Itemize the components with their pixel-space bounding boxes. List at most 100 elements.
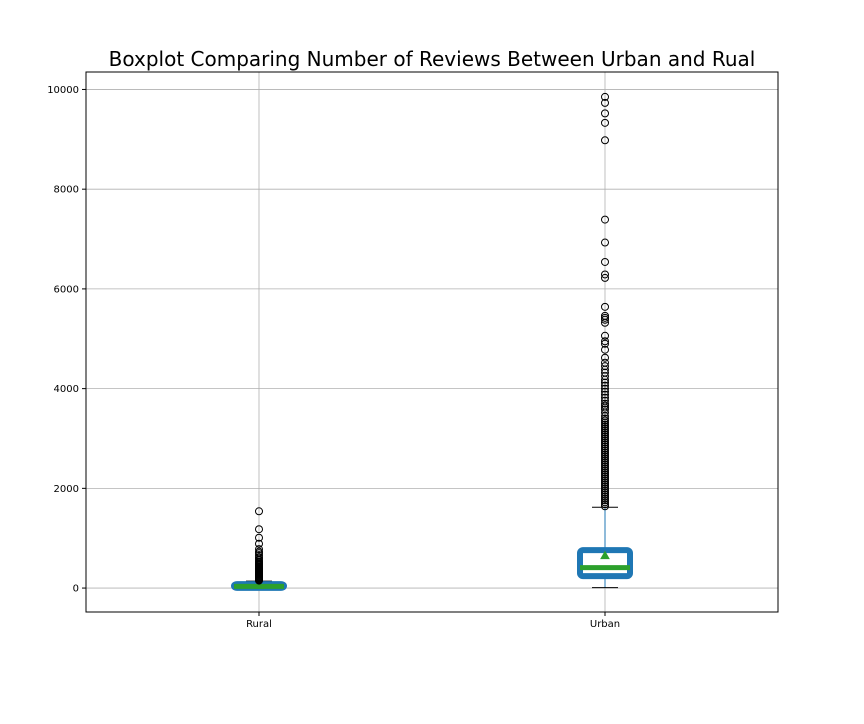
outlier-point: [601, 480, 609, 489]
outlier-point: [601, 313, 609, 322]
outlier-point: [601, 468, 609, 477]
outlier-point: [601, 458, 609, 467]
outlier-point: [601, 430, 609, 439]
outlier-point: [601, 490, 609, 499]
outlier-point: [601, 428, 609, 437]
chart-title: Boxplot Comparing Number of Reviews Betw…: [109, 47, 756, 71]
outlier-point: [601, 466, 609, 475]
outlier-point: [601, 494, 609, 503]
outlier-point: [601, 418, 609, 427]
outlier-point: [601, 432, 609, 441]
outlier-point: [601, 470, 609, 479]
outlier-point: [255, 553, 263, 562]
outlier-point: [601, 472, 609, 481]
outlier-point: [601, 412, 609, 421]
outlier-point: [601, 450, 609, 459]
outlier-point: [601, 390, 609, 399]
outlier-point: [601, 405, 609, 414]
outlier-point: [601, 257, 609, 266]
outlier-point: [601, 136, 609, 145]
box-urban: [577, 92, 633, 589]
outlier-point: [601, 215, 609, 224]
outlier-point: [601, 92, 609, 101]
y-tick-label: 2000: [54, 484, 79, 495]
y-tick-label: 6000: [54, 284, 79, 295]
outlier-point: [601, 426, 609, 435]
outlier-point: [255, 525, 263, 534]
outlier-point: [601, 462, 609, 471]
outlier-point: [601, 339, 609, 348]
boxes: [231, 92, 633, 591]
outlier-point: [601, 311, 609, 320]
outlier-point: [601, 416, 609, 425]
outlier-point: [601, 331, 609, 340]
outlier-point: [601, 372, 609, 381]
outlier-point: [601, 118, 609, 127]
outlier-point: [601, 460, 609, 469]
outlier-point: [601, 238, 609, 247]
outlier-point: [601, 396, 609, 405]
x-tick-label: Urban: [590, 619, 620, 630]
y-tick-label: 8000: [54, 185, 79, 196]
outlier-point: [601, 109, 609, 118]
outlier-point: [601, 393, 609, 402]
outlier-point: [601, 384, 609, 393]
outlier-point: [601, 436, 609, 445]
outlier-point: [601, 438, 609, 447]
axes: 0 2000 4000 6000 8000 10000 Rural Urban: [47, 85, 620, 630]
outlier-point: [601, 420, 609, 429]
outlier-point: [255, 545, 263, 554]
outlier-point: [601, 270, 609, 279]
outlier-point: [601, 452, 609, 461]
outlier-point: [601, 337, 609, 346]
x-tick-label: Rural: [246, 619, 272, 630]
outlier-point: [601, 368, 609, 377]
outlier-point: [601, 362, 609, 371]
outlier-point: [601, 456, 609, 465]
outlier-point: [601, 484, 609, 493]
outlier-point: [601, 492, 609, 501]
outlier-point: [601, 496, 609, 505]
outlier-point: [601, 498, 609, 507]
outlier-point: [601, 315, 609, 324]
y-tick-label: 4000: [54, 384, 79, 395]
outlier-point: [601, 500, 609, 509]
outlier-point: [601, 444, 609, 453]
plot-frame: [85, 71, 779, 613]
outlier-point: [601, 414, 609, 423]
outlier-point: [601, 424, 609, 433]
outlier-point: [255, 547, 263, 556]
mean-marker: [600, 550, 610, 560]
outlier-point: [601, 486, 609, 495]
outlier-point: [601, 422, 609, 431]
outlier-point: [601, 474, 609, 483]
outlier-point: [601, 442, 609, 451]
outlier-point: [601, 434, 609, 443]
outlier-point: [255, 539, 263, 548]
outlier-point: [601, 358, 609, 367]
outlier-point: [255, 507, 263, 516]
outlier-point: [601, 448, 609, 457]
outlier-point: [601, 381, 609, 390]
box-rural: [231, 507, 287, 591]
outlier-point: [601, 440, 609, 449]
outlier-point: [601, 488, 609, 497]
outlier-point: [601, 353, 609, 362]
grid-lines: [86, 72, 778, 612]
outlier-point: [601, 482, 609, 491]
outlier-point: [601, 302, 609, 311]
outlier-point: [601, 454, 609, 463]
outlier-point: [601, 273, 609, 282]
outlier-point: [601, 345, 609, 354]
outlier-point: [255, 551, 263, 560]
outlier-point: [601, 476, 609, 485]
outlier-point: [601, 502, 609, 511]
mean-marker: [254, 580, 264, 589]
outlier-point: [601, 464, 609, 473]
outlier-point: [601, 446, 609, 455]
outlier-point: [601, 399, 609, 408]
outlier-point: [601, 478, 609, 487]
outlier-point: [601, 378, 609, 387]
